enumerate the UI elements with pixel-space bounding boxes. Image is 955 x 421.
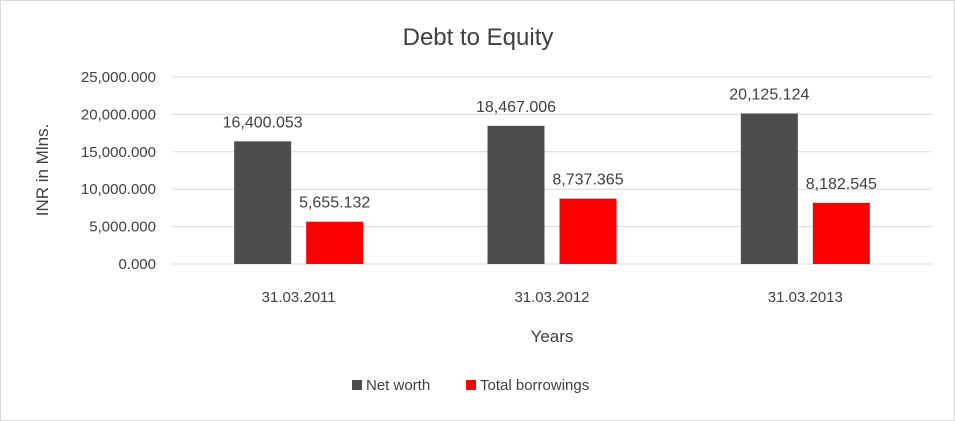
legend: Net worth Total borrowings bbox=[352, 377, 589, 394]
bar bbox=[306, 221, 364, 264]
chart-title: Debt to Equity bbox=[403, 24, 554, 51]
data-label: 20,125.124 bbox=[729, 86, 809, 103]
legend-swatch bbox=[352, 380, 362, 390]
y-tick-label: 15,000.000 bbox=[81, 144, 156, 161]
x-axis-ticks: 31.03.2011 31.03.2012 31.03.2013 bbox=[262, 289, 843, 306]
bar bbox=[487, 125, 545, 265]
y-tick-label: 20,000.000 bbox=[81, 106, 156, 123]
data-label: 18,467.006 bbox=[476, 99, 556, 116]
bars bbox=[234, 113, 870, 265]
x-axis-title: Years bbox=[531, 327, 574, 346]
data-label: 16,400.053 bbox=[223, 114, 303, 131]
y-tick-label: 0.000 bbox=[118, 256, 156, 273]
data-labels: 16,400.053 5,655.132 18,467.006 8,737.365 20… bbox=[223, 86, 877, 211]
bar bbox=[812, 202, 870, 264]
data-label: 5,655.132 bbox=[299, 195, 370, 212]
data-label: 8,737.365 bbox=[552, 172, 623, 189]
bar bbox=[740, 113, 798, 264]
y-tick-label: 5,000.000 bbox=[89, 219, 156, 236]
y-tick-label: 10,000.000 bbox=[81, 181, 156, 198]
y-axis-title: INR in Mlns. bbox=[33, 124, 52, 217]
bar bbox=[559, 198, 617, 264]
data-label: 8,182.545 bbox=[806, 176, 877, 193]
x-tick-label: 31.03.2011 bbox=[262, 289, 336, 306]
x-tick-label: 31.03.2013 bbox=[768, 289, 843, 306]
legend-label: Total borrowings bbox=[480, 377, 589, 394]
bar bbox=[234, 141, 292, 264]
y-tick-label: 25,000.000 bbox=[81, 69, 156, 86]
y-axis-ticks: 0.000 5,000.000 10,000.000 15,000.000 20,000… bbox=[81, 69, 156, 273]
legend-swatch bbox=[466, 380, 476, 390]
x-tick-label: 31.03.2012 bbox=[514, 289, 589, 306]
legend-label: Net worth bbox=[366, 377, 430, 394]
gridlines bbox=[172, 76, 932, 265]
